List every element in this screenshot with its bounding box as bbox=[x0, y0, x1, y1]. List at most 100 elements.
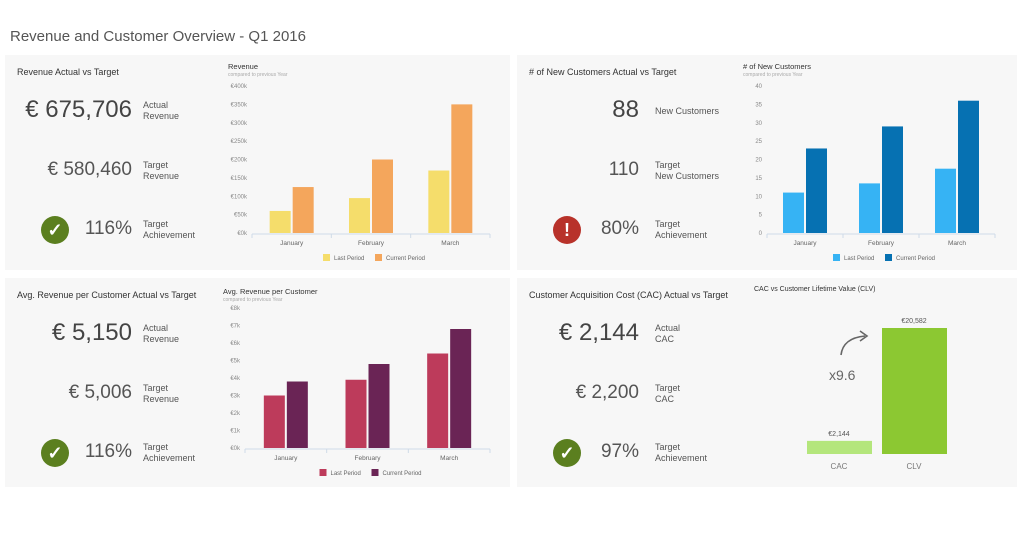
bar-current-period bbox=[372, 159, 393, 233]
bar-last-period bbox=[428, 170, 450, 233]
bar-current-period bbox=[450, 329, 472, 448]
target-value: 110 bbox=[608, 159, 639, 180]
bar-current-period bbox=[451, 104, 473, 233]
legend-swatch bbox=[371, 469, 379, 476]
x-tick-label: January bbox=[274, 455, 298, 462]
y-tick-label: 10 bbox=[755, 194, 762, 200]
y-tick-label: €2k bbox=[230, 411, 241, 417]
actual-label: Actual Revenue bbox=[143, 323, 180, 344]
bar-last-period bbox=[783, 192, 804, 233]
actual-label: Actual Revenue bbox=[143, 100, 180, 121]
actual-label: New Customers bbox=[655, 106, 720, 116]
chart-title: Avg. Revenue per Customer bbox=[223, 287, 318, 296]
x-tick-label: March bbox=[441, 240, 459, 247]
bar-clv bbox=[882, 328, 947, 454]
bar-last-period bbox=[935, 168, 956, 233]
y-tick-label: 20 bbox=[755, 158, 762, 164]
panel-title: Customer Acquisition Cost (CAC) Actual v… bbox=[529, 290, 728, 300]
y-tick-label: €350k bbox=[231, 102, 248, 108]
x-tick-label: CAC bbox=[831, 462, 848, 471]
target-value: € 5,006 bbox=[68, 382, 132, 403]
legend-label: Last Period bbox=[334, 256, 364, 262]
target-value: € 2,200 bbox=[575, 382, 639, 403]
data-label: €20,582 bbox=[901, 318, 926, 325]
x-tick-label: February bbox=[868, 240, 895, 247]
y-tick-label: €0k bbox=[230, 446, 241, 452]
legend-label: Last Period bbox=[331, 471, 361, 477]
achievement-label: Target Achievement bbox=[655, 219, 708, 240]
legend-swatch bbox=[323, 254, 330, 261]
legend-swatch bbox=[319, 469, 327, 476]
y-tick-label: €7k bbox=[230, 324, 241, 330]
legend-swatch bbox=[375, 254, 382, 261]
legend-label: Current Period bbox=[383, 471, 422, 477]
legend-swatch bbox=[885, 254, 892, 261]
data-label: €2,144 bbox=[828, 431, 850, 438]
chart-title: # of New Customers bbox=[743, 62, 811, 71]
legend-swatch bbox=[833, 254, 840, 261]
y-tick-label: €0k bbox=[237, 231, 248, 237]
achievement-label: Target Achievement bbox=[143, 219, 196, 240]
cac-clv-chart: CAC vs Customer Lifetime Value (CLV) €2,1… bbox=[754, 286, 947, 471]
curved-arrow-icon bbox=[840, 335, 866, 356]
bar-cac bbox=[807, 440, 872, 454]
target-value: € 580,460 bbox=[47, 159, 132, 180]
achievement-value: 97% bbox=[600, 441, 639, 462]
actual-value: € 5,150 bbox=[51, 319, 132, 346]
x-tick-label: CLV bbox=[907, 462, 923, 471]
target-label: Target CAC bbox=[655, 383, 681, 404]
y-tick-label: €300k bbox=[231, 121, 248, 127]
chart-subtitle: compared to previous Year bbox=[228, 72, 288, 78]
y-tick-label: €8k bbox=[230, 306, 241, 312]
target-label: Target New Customers bbox=[655, 160, 720, 181]
achievement-label: Target Achievement bbox=[655, 442, 708, 463]
bar-last-period bbox=[859, 183, 880, 233]
check-icon: ✓ bbox=[41, 216, 69, 244]
y-tick-label: €200k bbox=[231, 158, 248, 164]
actual-value: € 675,706 bbox=[25, 96, 132, 123]
actual-value: 88 bbox=[612, 96, 639, 123]
y-tick-label: €5k bbox=[230, 359, 241, 365]
chart-subtitle: compared to previous Year bbox=[223, 297, 283, 303]
y-tick-label: 15 bbox=[755, 176, 762, 182]
y-tick-label: 0 bbox=[759, 231, 763, 237]
y-tick-label: 30 bbox=[755, 121, 762, 127]
panel-title: Revenue Actual vs Target bbox=[17, 67, 119, 77]
check-icon: ✓ bbox=[41, 439, 69, 467]
actual-label: Actual CAC bbox=[655, 323, 681, 344]
bar-last-period bbox=[263, 395, 285, 448]
x-tick-label: February bbox=[354, 455, 381, 462]
bar-current-period bbox=[958, 100, 979, 233]
x-tick-label: January bbox=[280, 240, 304, 247]
achievement-value: 80% bbox=[600, 218, 639, 239]
legend-label: Last Period bbox=[844, 256, 874, 262]
achievement-value: 116% bbox=[84, 218, 132, 239]
y-tick-label: €6k bbox=[230, 341, 241, 347]
bar-current-period bbox=[806, 148, 827, 233]
actual-value: € 2,144 bbox=[558, 319, 639, 346]
chart-subtitle: compared to previous Year bbox=[743, 72, 803, 78]
x-tick-label: February bbox=[358, 240, 385, 247]
y-tick-label: €1k bbox=[230, 429, 241, 435]
legend-label: Current Period bbox=[896, 256, 935, 262]
bar-last-period bbox=[269, 210, 291, 233]
target-label: Target Revenue bbox=[143, 160, 180, 181]
y-tick-label: €250k bbox=[231, 139, 248, 145]
kpi-panel: Avg. Revenue per Customer Actual vs Targ… bbox=[5, 278, 510, 487]
legend-label: Current Period bbox=[386, 256, 425, 262]
y-tick-label: €150k bbox=[231, 176, 248, 182]
y-tick-label: 5 bbox=[759, 213, 763, 219]
check-icon: ✓ bbox=[553, 439, 581, 467]
y-tick-label: 40 bbox=[755, 84, 762, 90]
y-tick-label: €3k bbox=[230, 394, 241, 400]
y-tick-label: €4k bbox=[230, 376, 241, 382]
x-tick-label: March bbox=[948, 240, 966, 247]
panel-title: # of New Customers Actual vs Target bbox=[529, 67, 677, 77]
bar-current-period bbox=[286, 381, 308, 448]
arrow-head-icon bbox=[859, 330, 869, 342]
chart-title: CAC vs Customer Lifetime Value (CLV) bbox=[754, 286, 876, 293]
bar-current-period bbox=[292, 187, 314, 233]
multiplier-annotation: x9.6 bbox=[829, 367, 856, 383]
